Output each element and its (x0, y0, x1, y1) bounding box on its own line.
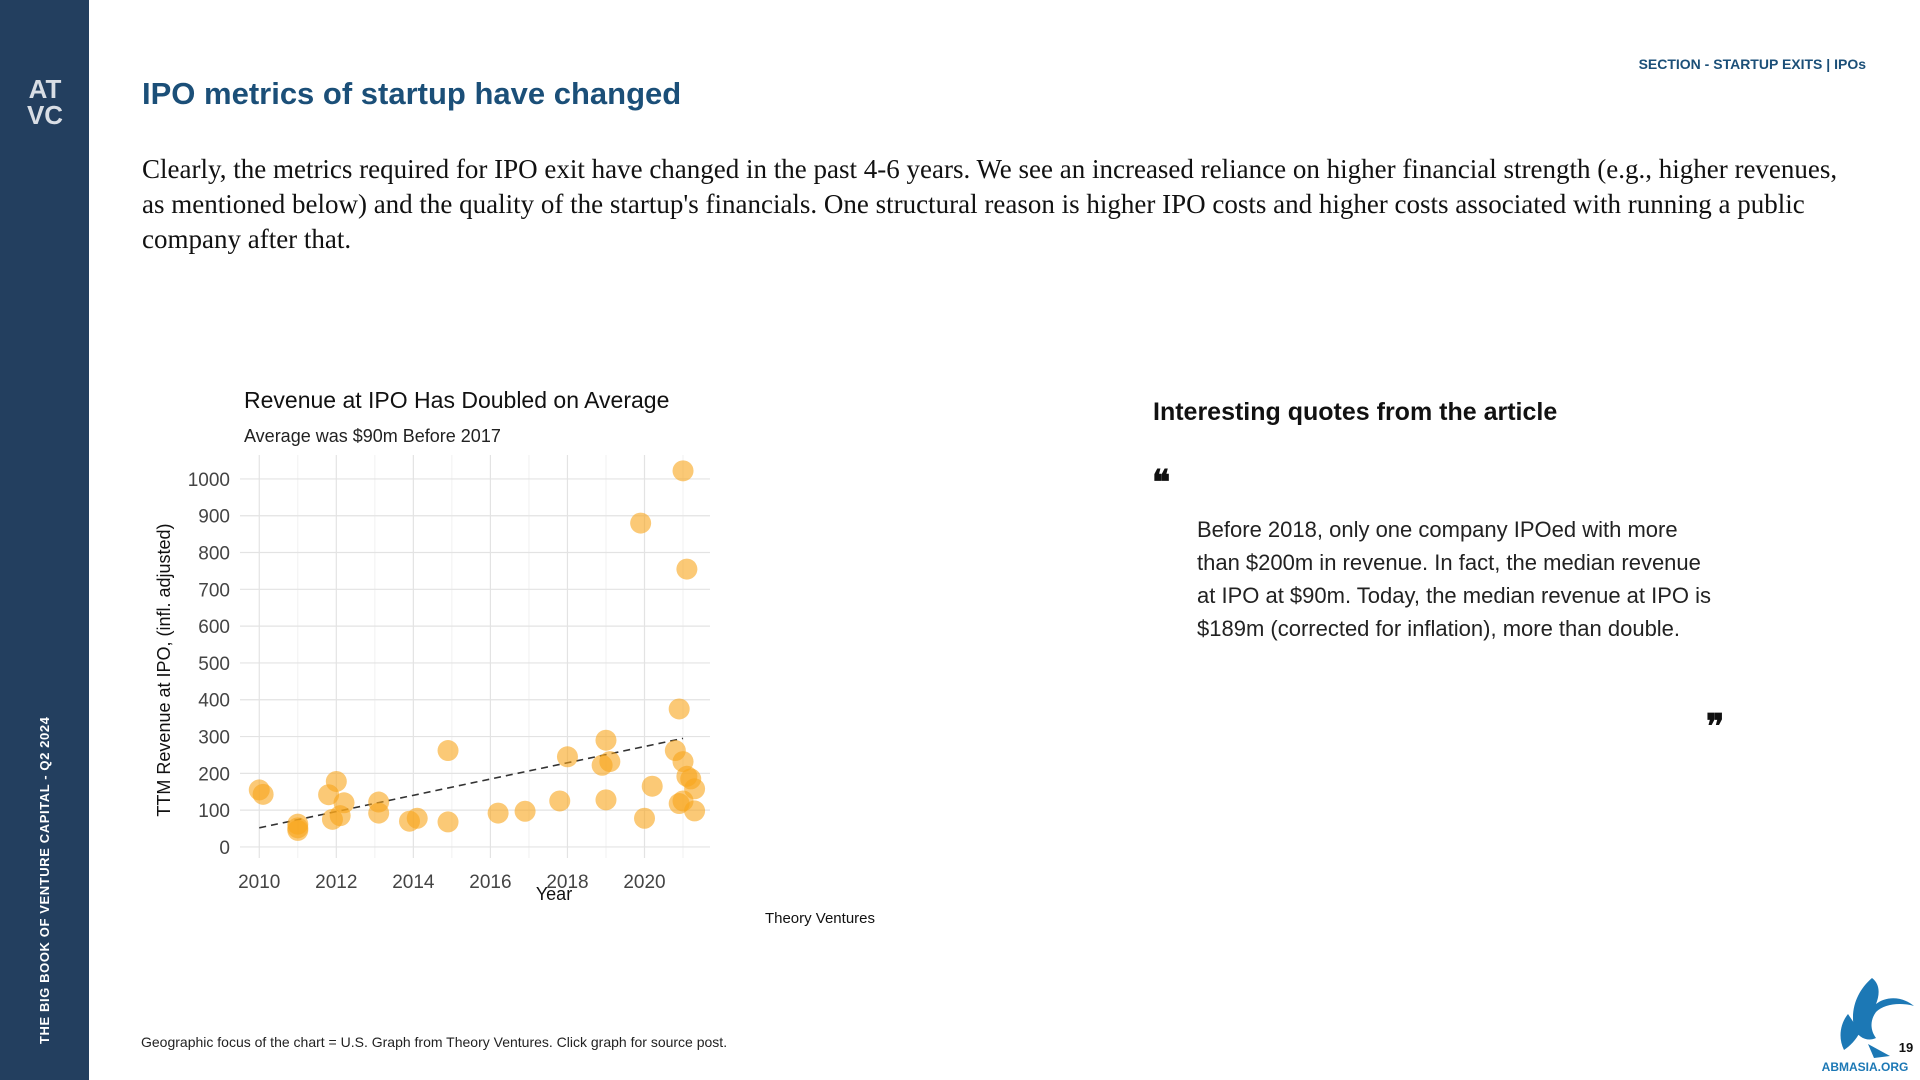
data-point (368, 802, 390, 824)
trend-line (259, 737, 684, 829)
y-tick-label: 1000 (188, 470, 230, 491)
sidebar-vertical-text: THE BIG BOOK OF VENTURE CAPITAL - Q2 202… (37, 716, 52, 1045)
chart-source: Theory Ventures (765, 910, 875, 927)
data-point (599, 751, 621, 773)
x-tick-label: 2018 (546, 872, 588, 893)
logo-number: 19 (1899, 1040, 1913, 1055)
data-point (287, 817, 309, 839)
data-point (437, 811, 459, 833)
quote-open-icon: ❝ (1152, 463, 1171, 503)
data-point (487, 802, 509, 824)
data-point (437, 740, 459, 762)
chart-grid (240, 455, 710, 858)
quote-close-icon: ❞ (1706, 707, 1725, 747)
logo-bottom-text: VC (27, 100, 63, 130)
y-tick-label: 500 (198, 654, 230, 675)
x-tick-label: 2012 (315, 872, 357, 893)
y-tick-label: 600 (198, 617, 230, 638)
chart-title: Revenue at IPO Has Doubled on Average (244, 387, 669, 413)
y-tick-label: 900 (198, 507, 230, 528)
footnote: Geographic focus of the chart = U.S. Gra… (141, 1034, 728, 1050)
data-point (668, 698, 690, 720)
logo-text: ABMASIA.ORG (1822, 1060, 1909, 1074)
logo-top-text: AT (29, 74, 62, 104)
data-point (325, 770, 347, 792)
x-tick-label: 2016 (469, 872, 511, 893)
data-point (672, 460, 694, 482)
chart-trend (259, 737, 684, 829)
revenue-chart[interactable]: Revenue at IPO Has Doubled on Average Av… (140, 380, 880, 940)
sidebar: AT VC THE BIG BOOK OF VENTURE CAPITAL - … (0, 0, 89, 1080)
x-tick-label: 2014 (392, 872, 435, 893)
chart-ticks: 2010 2012 2014 2016 2018 2020 0 100 200 300 400 500… (188, 470, 666, 893)
chart-x-label: Year (536, 884, 572, 904)
chart-subtitle: Average was $90m Before 2017 (244, 426, 501, 446)
quotes-heading: Interesting quotes from the article (1153, 398, 1558, 426)
data-point (630, 512, 652, 534)
page-title: IPO metrics of startup have changed (142, 76, 682, 111)
data-point (676, 558, 698, 580)
x-tick-label: 2010 (238, 872, 280, 893)
data-point (595, 729, 617, 751)
data-point (684, 800, 706, 822)
data-point (634, 807, 656, 829)
quote-text: Before 2018, only one company IPOed with… (1197, 517, 1712, 641)
data-point (549, 790, 571, 812)
data-point (329, 805, 351, 827)
data-point (595, 789, 617, 811)
y-tick-label: 100 (198, 801, 230, 822)
abm-bird-logo: 19 ABMASIA.ORG (1822, 978, 1914, 1074)
y-tick-label: 700 (198, 580, 230, 601)
y-tick-label: 200 (198, 764, 230, 785)
chart-points (248, 460, 706, 841)
data-point (514, 800, 536, 822)
section-label: SECTION - STARTUP EXITS | IPOs (1638, 56, 1866, 72)
intro-paragraph: Clearly, the metrics required for IPO ex… (142, 154, 1838, 254)
y-tick-label: 400 (198, 691, 230, 712)
y-tick-label: 800 (198, 544, 230, 565)
data-point (641, 775, 663, 797)
atvc-logo: AT VC (27, 74, 63, 130)
data-point (252, 783, 274, 805)
data-point (556, 746, 578, 768)
x-tick-label: 2020 (623, 872, 665, 893)
data-point (406, 807, 428, 829)
y-tick-label: 300 (198, 728, 230, 749)
y-tick-label: 0 (219, 838, 230, 859)
chart-svg: Revenue at IPO Has Doubled on Average Av… (154, 387, 875, 927)
chart-y-label: TTM Revenue at IPO, (infl. adjusted) (154, 523, 174, 816)
data-point (680, 768, 702, 790)
